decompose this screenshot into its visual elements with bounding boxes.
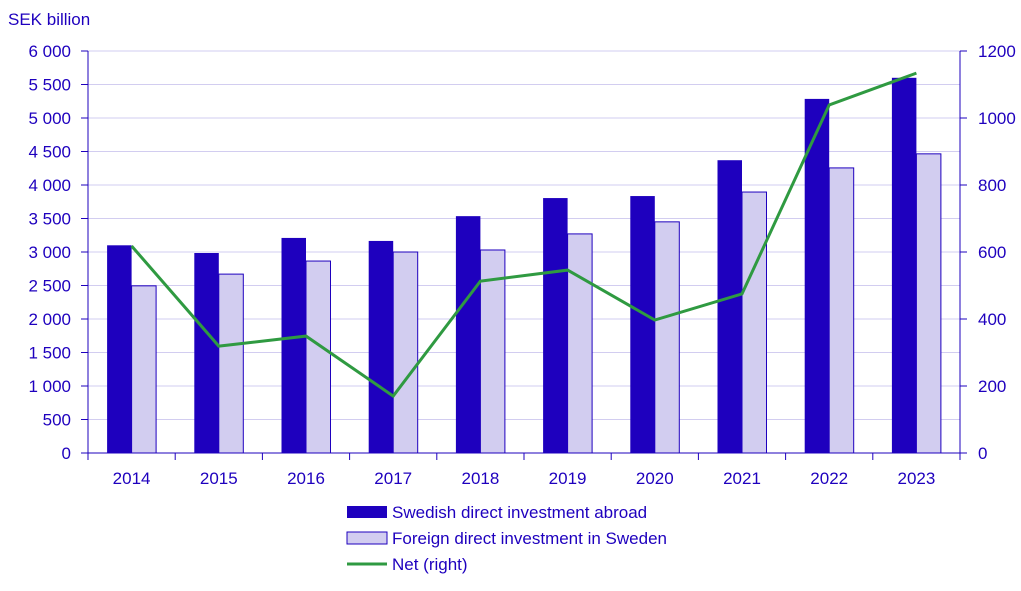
y-tick-label: 1 000 [28,377,71,396]
y-tick-label: 0 [62,444,71,463]
bar-foreign-investment [306,261,331,453]
bar-swedish-investment [107,245,132,453]
y-tick-label: 6 000 [28,42,71,61]
legend-label: Swedish direct investment abroad [392,503,647,522]
x-tick-label: 2014 [113,469,151,488]
y-tick-label: 3 500 [28,210,71,229]
x-tick-label: 2017 [374,469,412,488]
y-tick-label: 4 500 [28,143,71,162]
y-tick-label: 4 000 [28,176,71,195]
bar-swedish-investment [543,198,568,453]
legend-label: Foreign direct investment in Sweden [392,529,667,548]
y2-tick-label: 0 [978,444,987,463]
y2-tick-label: 600 [978,243,1006,262]
bar-swedish-investment [194,253,219,453]
y2-tick-label: 200 [978,377,1006,396]
y-tick-label: 1 500 [28,344,71,363]
bar-swedish-investment [282,238,307,453]
y2-tick-label: 400 [978,310,1006,329]
x-tick-label: 2021 [723,469,761,488]
legend-label: Net (right) [392,555,468,574]
bar-foreign-investment [568,234,593,453]
x-tick-label: 2022 [810,469,848,488]
x-tick-label: 2023 [897,469,935,488]
y2-tick-label: 1000 [978,109,1016,128]
bar-swedish-investment [630,196,655,453]
y-tick-label: 5 500 [28,76,71,95]
legend-swatch [347,532,387,544]
y-axis-label: SEK billion [8,10,90,29]
bar-foreign-investment [219,274,244,453]
x-tick-label: 2016 [287,469,325,488]
bar-foreign-investment [132,286,157,453]
y2-tick-label: 1200 [978,42,1016,61]
bar-foreign-investment [655,222,680,453]
y-tick-label: 2 500 [28,277,71,296]
x-tick-label: 2019 [549,469,587,488]
y-tick-label: 2 000 [28,310,71,329]
x-tick-label: 2018 [461,469,499,488]
bar-swedish-investment [369,241,394,453]
x-tick-label: 2015 [200,469,238,488]
y-tick-label: 5 000 [28,109,71,128]
bar-foreign-investment [829,168,854,453]
x-tick-label: 2020 [636,469,674,488]
bar-foreign-investment [916,154,941,453]
legend-swatch [347,506,387,518]
net-line [132,73,917,396]
bar-swedish-investment [456,216,481,453]
bar-foreign-investment [393,252,418,453]
bar-foreign-investment [742,192,767,453]
y-tick-label: 500 [43,411,71,430]
bar-swedish-investment [892,78,917,453]
y-tick-label: 3 000 [28,243,71,262]
y2-tick-label: 800 [978,176,1006,195]
bar-swedish-investment [718,160,743,453]
